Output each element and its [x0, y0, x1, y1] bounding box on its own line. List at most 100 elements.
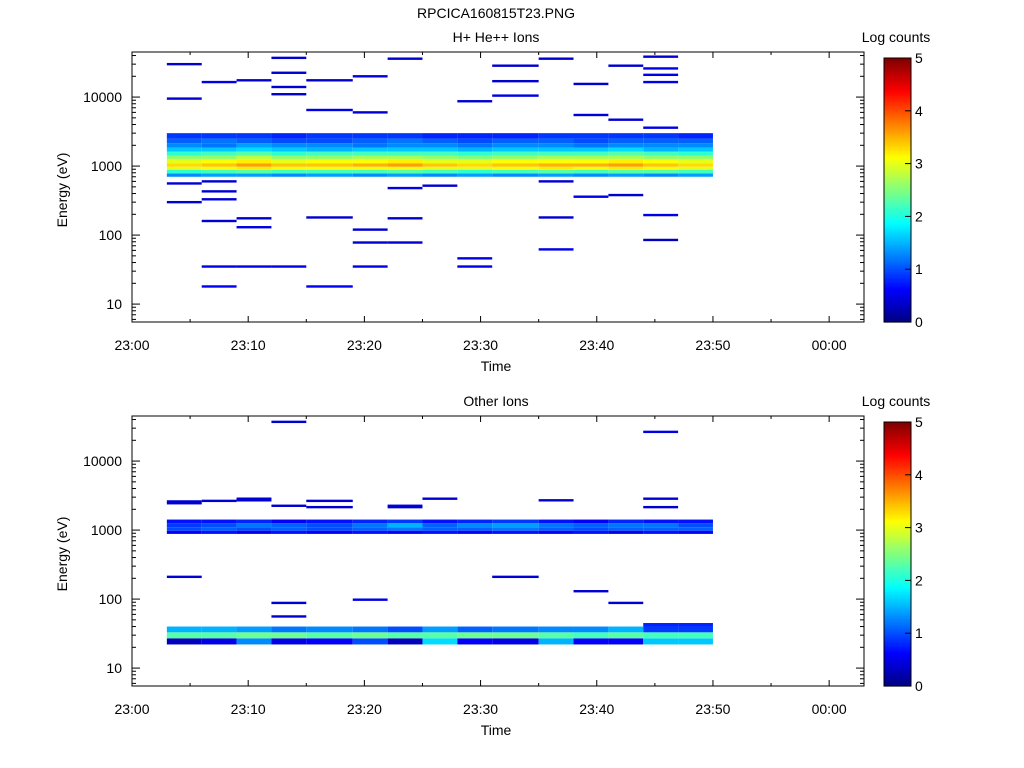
heatmap-cell — [236, 217, 272, 220]
heatmap-cell — [492, 173, 539, 177]
colorbar-swatch — [884, 494, 911, 498]
colorbar-swatch — [884, 551, 911, 555]
colorbar-swatch — [884, 529, 911, 533]
heatmap-cell — [166, 638, 202, 645]
colorbar-swatch — [884, 510, 911, 513]
heatmap-cell — [643, 213, 679, 217]
heatmap-cell — [643, 126, 679, 129]
heatmap-cell — [352, 632, 388, 639]
heatmap-cell — [271, 632, 307, 639]
heatmap-cell — [538, 163, 574, 167]
heatmap-cell — [422, 143, 458, 148]
heatmap-cell — [352, 523, 388, 528]
heatmap-cell — [492, 530, 539, 534]
colorbar-swatch — [884, 293, 911, 297]
colorbar-swatch — [884, 582, 911, 586]
colorbar-frame — [883, 421, 912, 687]
colorbar-swatch — [884, 446, 911, 449]
heatmap-cell — [236, 523, 272, 528]
colorbar-swatch — [884, 306, 911, 310]
heatmap-cell — [201, 143, 237, 148]
heatmap-cell — [271, 143, 307, 148]
heatmap-cell — [201, 155, 237, 160]
colorbar-swatch — [884, 170, 911, 173]
heatmap-cell — [492, 166, 539, 170]
colorbar-swatch — [884, 571, 911, 575]
heatmap-cell — [387, 151, 423, 156]
colorbar-swatch — [884, 602, 911, 606]
colorbar-swatch — [884, 154, 911, 158]
heatmap-cell — [643, 138, 679, 144]
heatmap-cell — [422, 151, 458, 156]
colorbar-swatch — [884, 617, 911, 621]
colorbar-swatch — [884, 77, 911, 81]
heatmap-cell — [608, 626, 644, 633]
heatmap-cell — [306, 499, 353, 503]
colorbar-swatch — [884, 604, 911, 608]
heatmap-cell — [387, 530, 423, 534]
heatmap-cell — [352, 147, 388, 152]
colorbar-swatch — [884, 282, 911, 286]
heatmap-cell — [352, 163, 388, 167]
colorbar-tick-label: 3 — [915, 156, 923, 172]
colorbar-swatch — [884, 218, 911, 222]
heatmap-cell — [457, 147, 493, 152]
colorbar-swatch — [884, 242, 911, 246]
colorbar-swatch — [884, 661, 911, 665]
heatmap-cell — [271, 420, 307, 424]
heatmap-cell — [271, 56, 307, 60]
colorbar-swatch — [884, 523, 911, 526]
colorbar-swatch — [884, 628, 911, 632]
colorbar-swatch — [884, 532, 911, 535]
heatmap-cell — [538, 248, 574, 251]
heatmap-cell — [166, 62, 202, 66]
colorbar-tick-label: 0 — [915, 678, 923, 694]
colorbar-swatch — [884, 648, 911, 652]
heatmap-cell — [236, 155, 272, 160]
heatmap-cell — [166, 163, 202, 167]
heatmap-cell — [201, 147, 237, 152]
colorbar-swatch — [884, 538, 911, 542]
heatmap-cell — [643, 67, 679, 70]
colorbar-swatch — [884, 624, 911, 628]
colorbar-swatch — [884, 214, 911, 217]
colorbar-swatch — [884, 251, 911, 255]
heatmap-cell — [387, 155, 423, 160]
heatmap-cell — [387, 166, 423, 170]
colorbar-tick-label: 1 — [915, 261, 923, 277]
heatmap-cell — [678, 133, 713, 139]
heatmap-cell — [387, 159, 423, 164]
heatmap-cell — [678, 623, 713, 627]
heatmap-cell — [457, 626, 493, 633]
heatmap-cell — [643, 169, 679, 174]
heatmap-cell — [643, 173, 679, 177]
heatmap-cell — [306, 505, 353, 509]
heatmap-cell — [492, 151, 539, 156]
colorbar-swatch — [884, 470, 911, 474]
colorbar-swatch — [884, 514, 911, 518]
colorbar-swatch — [884, 481, 911, 485]
heatmap-cell — [457, 257, 493, 260]
heatmap-cell — [271, 265, 307, 268]
heatmap-cell — [201, 190, 237, 193]
colorbar-swatch — [884, 428, 911, 432]
heatmap-cell — [422, 169, 458, 174]
heatmap-cell — [236, 519, 272, 524]
heatmap-cell — [387, 241, 423, 244]
heatmap-cell — [573, 519, 609, 524]
heatmap-cell — [306, 523, 353, 528]
heatmap-cell — [201, 138, 237, 144]
colorbar-swatch — [884, 675, 911, 678]
heatmap-cell — [271, 166, 307, 170]
colorbar-swatch — [884, 102, 911, 105]
heatmap-cell — [166, 632, 202, 639]
heatmap-cell — [271, 133, 307, 139]
heatmap-cell — [608, 147, 644, 152]
colorbar-label: Log counts — [862, 29, 931, 45]
colorbar-swatch — [884, 670, 911, 674]
heatmap-cell — [573, 195, 609, 198]
heatmap-cell — [492, 155, 539, 160]
heatmap-cell — [201, 519, 237, 524]
colorbar-swatch — [884, 558, 911, 562]
heatmap-cell — [608, 64, 644, 67]
